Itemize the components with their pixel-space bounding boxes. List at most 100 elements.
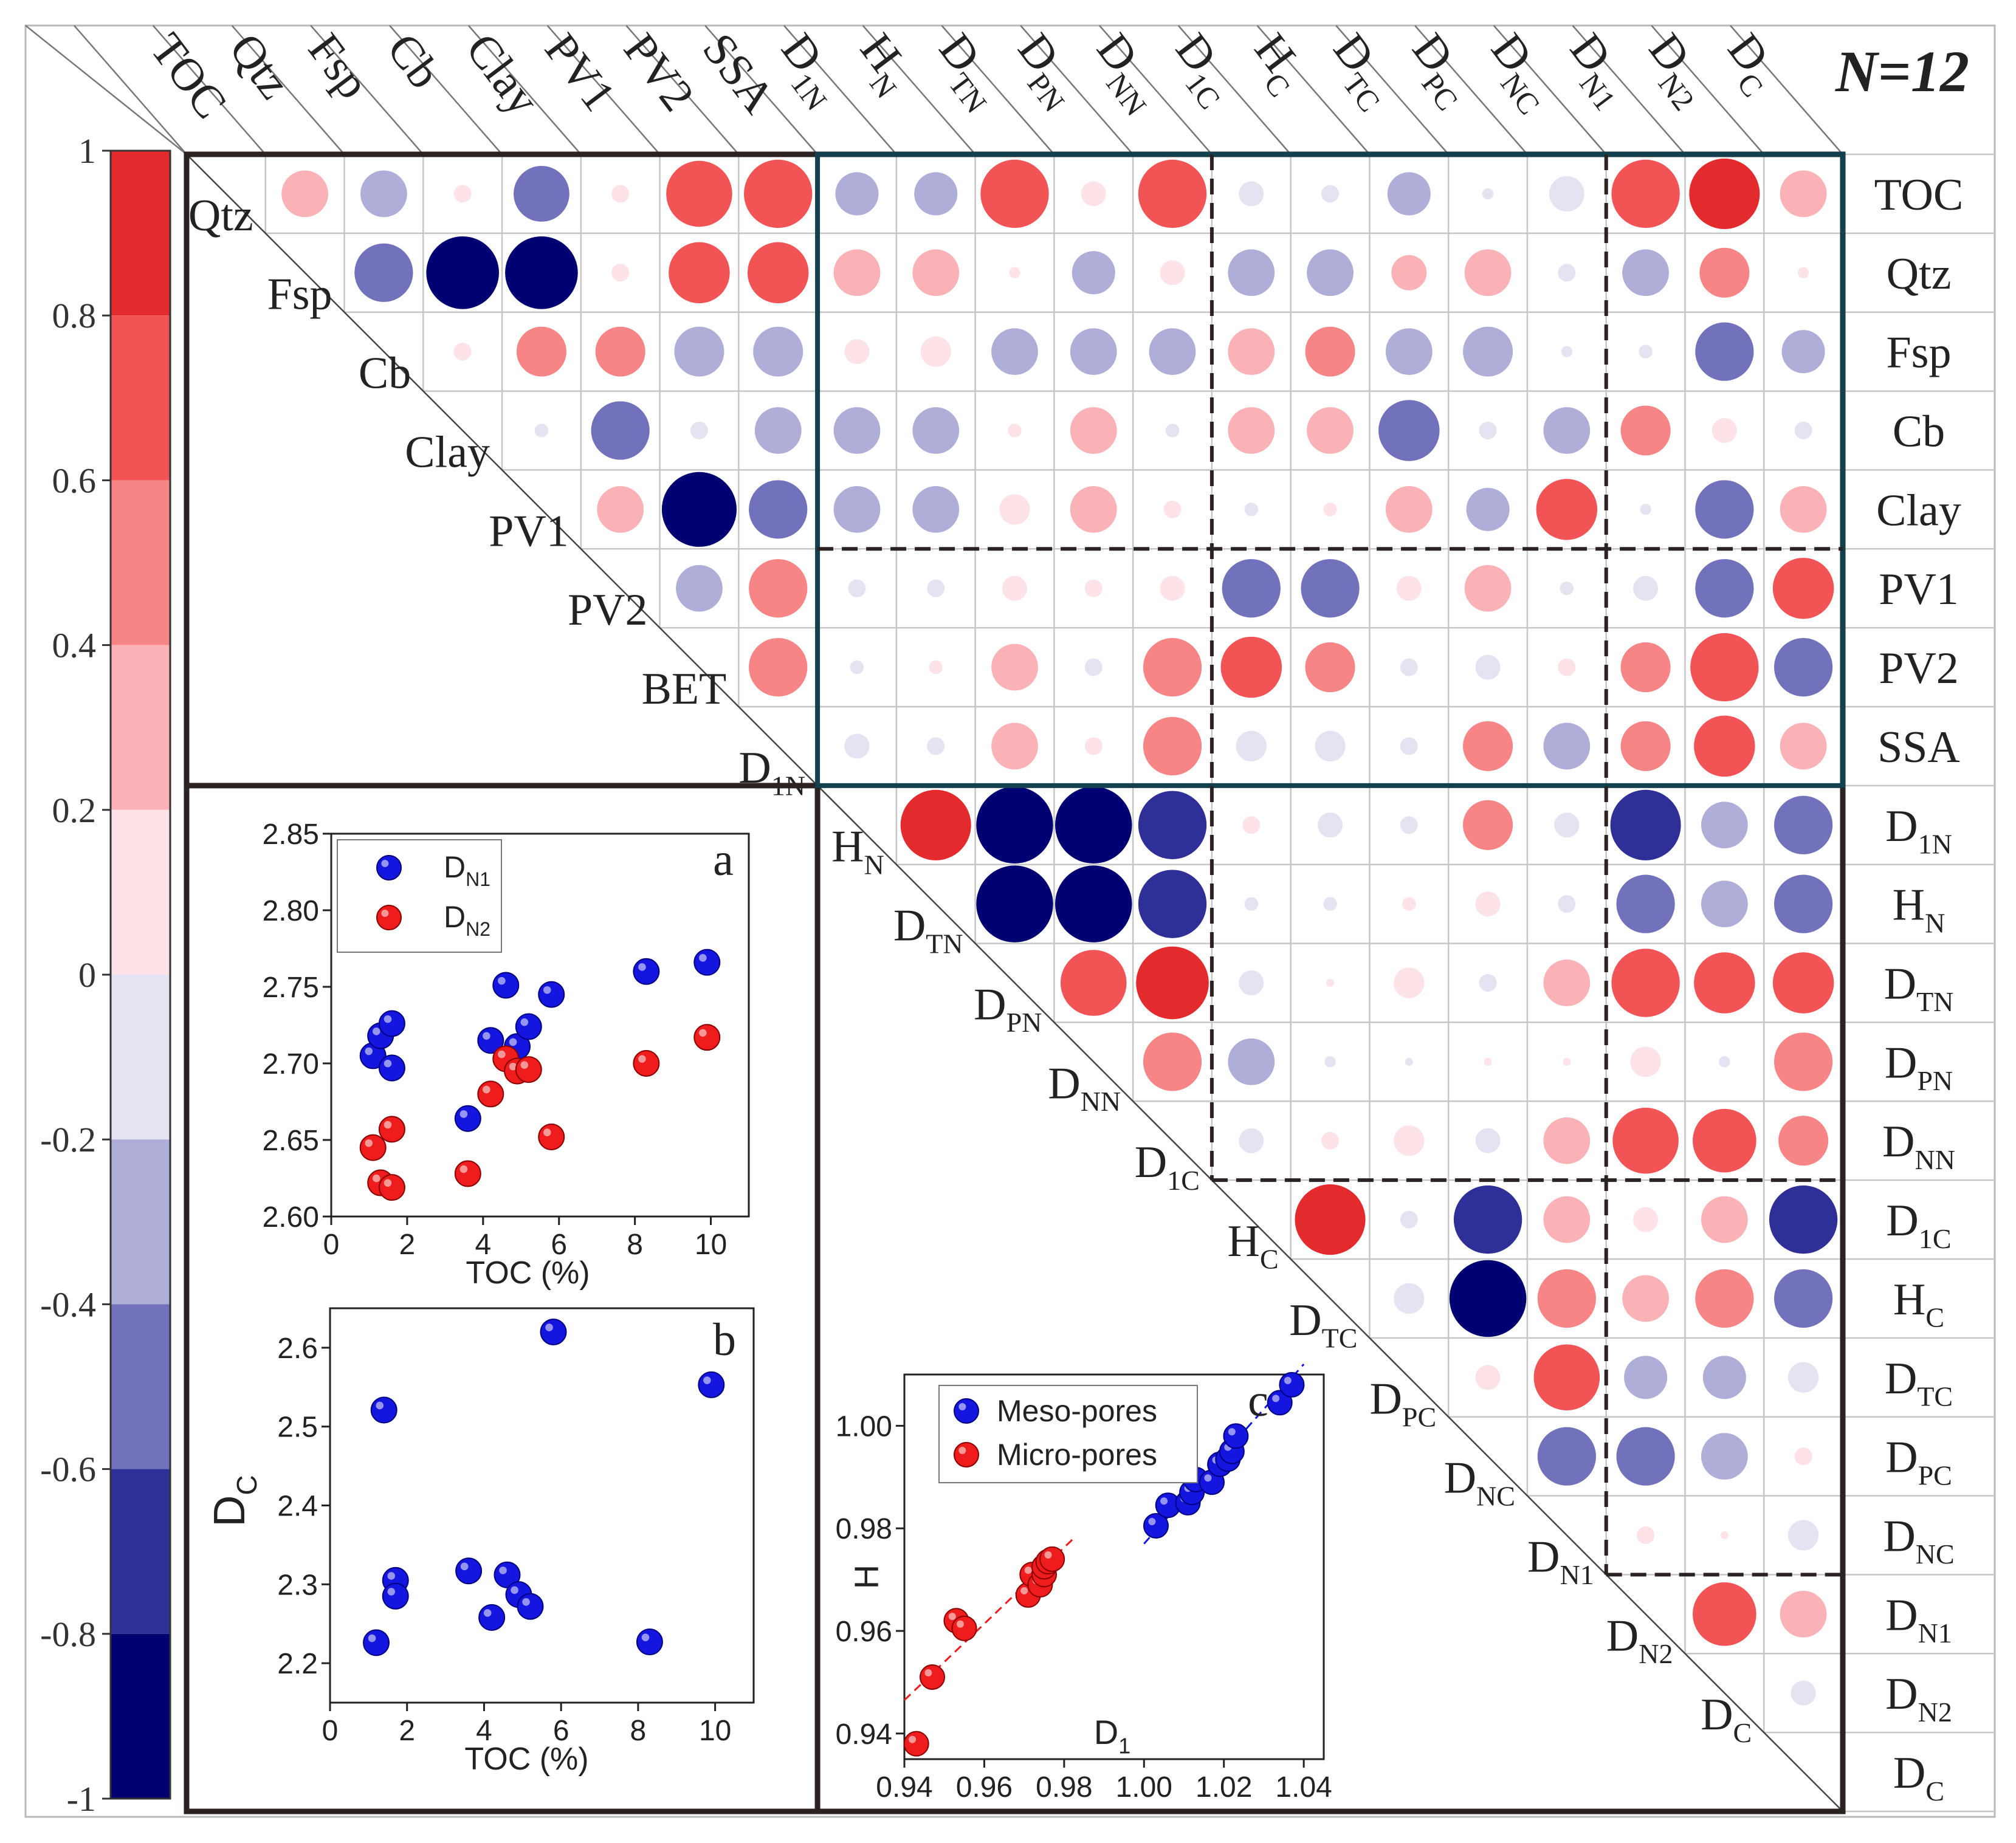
point-red-0-shine xyxy=(365,1139,373,1147)
corr-circle-3-19 xyxy=(1712,417,1737,444)
corr-circle-1-8 xyxy=(833,249,881,297)
corr-circle-13-19 xyxy=(1701,1196,1748,1243)
legend-marker-shine xyxy=(958,1447,966,1454)
corr-circle-5-8 xyxy=(848,579,866,597)
x-tick-label: 0 xyxy=(322,1715,339,1747)
corr-circle-5-15 xyxy=(1396,575,1422,601)
corr-circle-5-20 xyxy=(1772,557,1834,619)
corr-circle-4-18 xyxy=(1640,504,1651,515)
row-label-8: D1N xyxy=(1885,801,1952,860)
corr-circle-2-4 xyxy=(516,326,566,377)
row-label-9: HN xyxy=(1893,880,1945,939)
x-tick-label: 8 xyxy=(630,1715,647,1747)
point-dc-9 xyxy=(540,1318,567,1345)
header-slant-line xyxy=(783,25,897,155)
corr-circle-3-20 xyxy=(1794,421,1812,440)
corr-circle-2-6 xyxy=(674,326,724,377)
point-red-7-shine xyxy=(509,1062,517,1071)
diag-label-1: Qtz xyxy=(188,191,253,241)
corr-circle-7-20 xyxy=(1780,722,1827,770)
point-dc-11-shine xyxy=(703,1376,711,1384)
diag-label-3: Cb xyxy=(359,349,411,399)
corr-circle-11-16 xyxy=(1484,1057,1492,1066)
point-Meso-pores-11-shine xyxy=(1284,1376,1292,1384)
corr-circle-3-18 xyxy=(1620,405,1671,456)
corr-circle-9-18 xyxy=(1616,874,1675,933)
corr-circle-17-19 xyxy=(1720,1531,1729,1539)
diag-label-4: Clay xyxy=(405,427,490,477)
legend-label: Micro-pores xyxy=(997,1438,1157,1472)
point-Micro-pores-1 xyxy=(920,1664,945,1690)
header-slant-line xyxy=(310,25,424,155)
y-tick-label: 2.80 xyxy=(263,895,319,927)
colorbar-bin-8 xyxy=(111,1469,170,1634)
corr-circle-2-17 xyxy=(1561,346,1573,357)
point-red-11 xyxy=(693,1024,721,1051)
correlation-circles xyxy=(281,158,1838,1706)
corr-circle-0-15 xyxy=(1387,172,1431,216)
diag-label-12: DNN xyxy=(1048,1059,1121,1117)
corr-circle-2-13 xyxy=(1228,328,1275,376)
point-red-10-shine xyxy=(638,1055,646,1063)
panel-a-scatter: 0 2 4 6 8 10 2.60 2.65 2.70 2.75 2.80 2.85 TOC (%) DN… xyxy=(263,819,750,1291)
block-frames xyxy=(184,151,1846,1814)
corr-circle-10-11 xyxy=(1060,950,1127,1016)
header-slant-line xyxy=(941,25,1055,155)
x-tick-label: 10 xyxy=(695,1229,727,1261)
point-Micro-pores-10-shine xyxy=(1044,1551,1052,1559)
point-Micro-pores-3-shine xyxy=(956,1620,964,1628)
colorbar-tick-label: 0.4 xyxy=(52,626,97,665)
corr-circle-6-12 xyxy=(1143,637,1202,697)
x-tick-label: 10 xyxy=(699,1715,731,1747)
header-slant-line xyxy=(467,25,582,155)
y-axis-label: H xyxy=(847,1565,886,1589)
corr-circle-15-19 xyxy=(1702,1356,1746,1399)
header-slant-line xyxy=(1256,25,1371,155)
corr-circle-4-19 xyxy=(1695,480,1754,539)
corr-circle-0-17 xyxy=(1549,176,1584,211)
point-blue-4 xyxy=(454,1105,481,1132)
corr-circle-18-20 xyxy=(1780,1590,1827,1638)
corr-circle-12-13 xyxy=(1239,1128,1264,1153)
corr-circle-5-16 xyxy=(1464,565,1512,612)
diag-label-20: DC xyxy=(1701,1690,1752,1748)
corr-circle-0-6 xyxy=(666,160,732,227)
point-blue-8-shine xyxy=(520,1018,529,1026)
colorbar-bin-0 xyxy=(111,151,170,316)
x-tick-label: 0.96 xyxy=(956,1771,1013,1804)
y-axis-label: DC xyxy=(205,1475,263,1526)
colorbar-bin-9 xyxy=(111,1633,170,1799)
point-blue-10-shine xyxy=(638,963,646,971)
row-label-6: PV2 xyxy=(1879,644,1959,693)
corr-circle-8-20 xyxy=(1774,795,1833,854)
corr-circle-7-18 xyxy=(1620,721,1671,771)
point-dc-3-shine xyxy=(387,1588,396,1596)
point-dc-5-shine xyxy=(483,1609,492,1617)
point-blue-7-shine xyxy=(509,1038,517,1046)
point-dc-0-shine xyxy=(368,1634,376,1642)
corr-circle-8-9 xyxy=(900,789,971,860)
point-dc-8-shine xyxy=(522,1598,530,1606)
corr-circle-7-10 xyxy=(991,722,1038,770)
corr-circle-8-17 xyxy=(1554,812,1580,838)
corr-circle-7-16 xyxy=(1463,721,1513,771)
x-tick-label: 2 xyxy=(399,1715,415,1747)
plot-frame xyxy=(330,832,750,1218)
corr-circle-12-20 xyxy=(1778,1116,1829,1166)
row-label-5: PV1 xyxy=(1879,565,1959,614)
corr-circle-14-20 xyxy=(1774,1269,1833,1328)
corr-circle-4-8 xyxy=(833,486,881,533)
corr-circle-3-11 xyxy=(1070,407,1117,454)
point-dc-4 xyxy=(455,1557,483,1585)
x-tick-label: 6 xyxy=(553,1715,569,1747)
point-dc-10 xyxy=(636,1628,663,1656)
point-red-8 xyxy=(515,1056,542,1083)
point-dc-10-shine xyxy=(641,1633,650,1642)
corr-circle-9-14 xyxy=(1323,897,1337,911)
diag-label-11: DPN xyxy=(974,980,1042,1038)
corr-circle-15-20 xyxy=(1787,1362,1819,1393)
corr-circle-1-18 xyxy=(1622,249,1669,297)
colorbar-bin-1 xyxy=(111,315,170,481)
corr-circle-4-20 xyxy=(1780,486,1827,533)
corr-circle-15-17 xyxy=(1533,1344,1600,1411)
